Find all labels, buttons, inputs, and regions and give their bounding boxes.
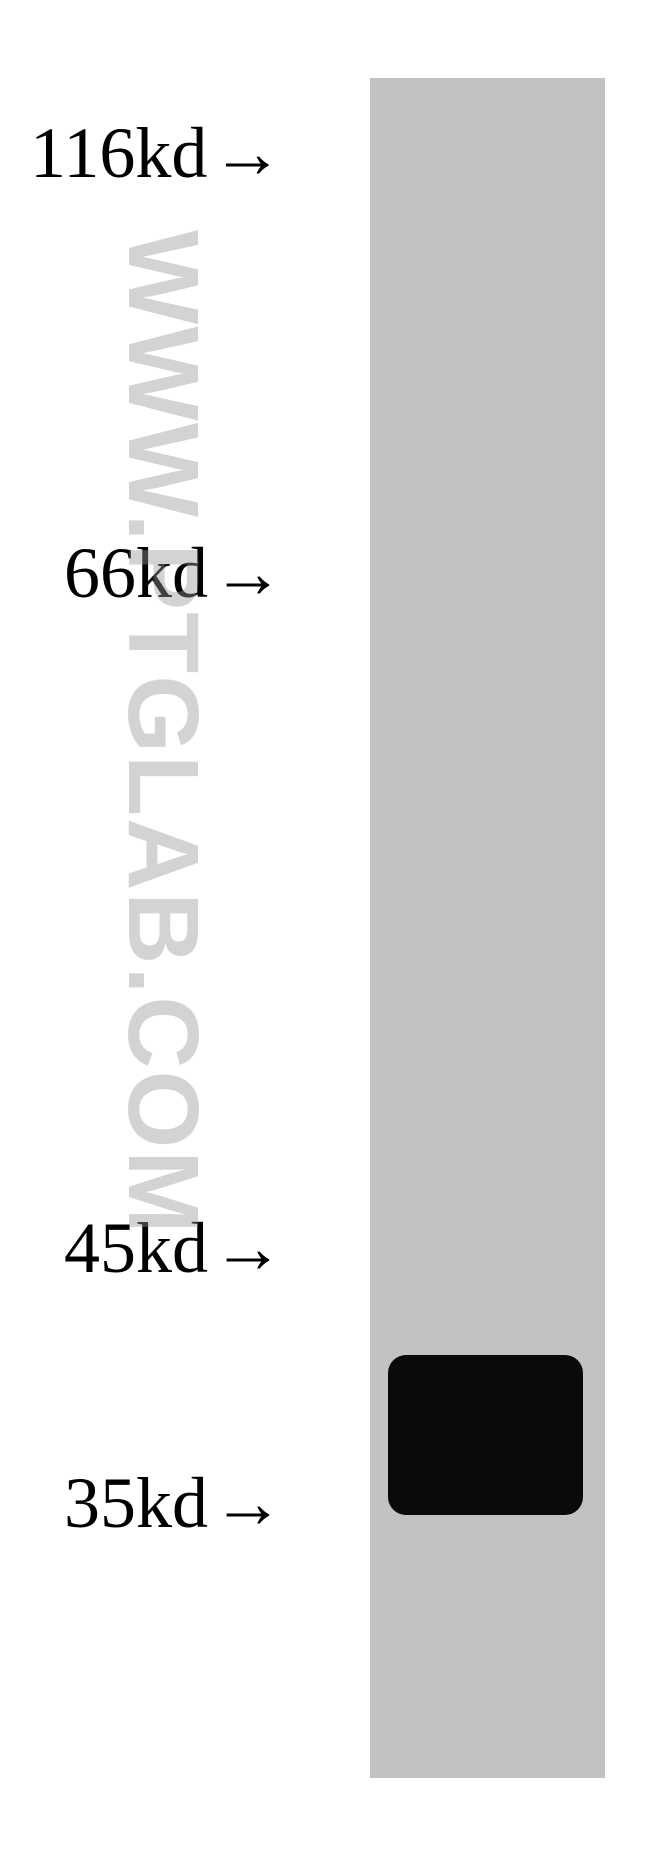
- mw-marker-116kd: 116kd →: [30, 112, 283, 195]
- gel-lane: [370, 78, 605, 1778]
- mw-marker-label: 35kd: [64, 1462, 208, 1545]
- protein-band: [388, 1355, 583, 1515]
- western-blot-image: 116kd → 66kd → 45kd → 35kd → WWW.PTGLAB.…: [0, 0, 650, 1855]
- arrow-icon: →: [211, 117, 283, 189]
- arrow-icon: →: [212, 1467, 284, 1539]
- watermark-text: WWW.PTGLAB.COM: [105, 230, 220, 1236]
- arrow-icon: →: [212, 1212, 284, 1284]
- mw-marker-label: 116kd: [30, 112, 207, 195]
- mw-marker-35kd: 35kd →: [64, 1462, 284, 1545]
- arrow-icon: →: [212, 537, 284, 609]
